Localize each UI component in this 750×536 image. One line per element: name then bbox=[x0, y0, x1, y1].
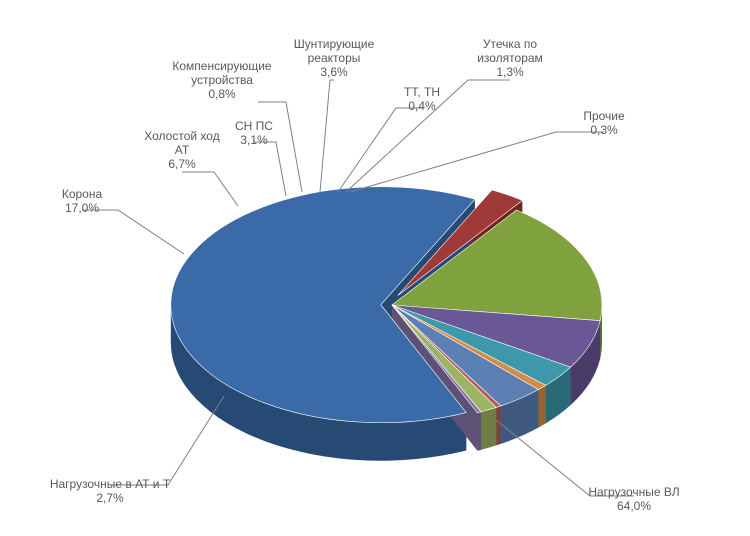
pie-label-line: Нагрузочные в АТ и Т bbox=[50, 477, 171, 491]
pie-label: Нагрузочные в АТ и Т2,7% bbox=[50, 477, 171, 505]
pie-label: Шунтирующиереакторы3,6% bbox=[294, 37, 375, 79]
pie-label-line: АТ bbox=[175, 143, 190, 157]
pie-label-line: устройства bbox=[191, 73, 253, 87]
pie-slice-rim bbox=[538, 385, 545, 427]
pie-label-line: 3,6% bbox=[320, 65, 348, 79]
pie-label-line: 6,7% bbox=[168, 157, 196, 171]
pie-label-line: Корона bbox=[62, 187, 103, 201]
pie-slice-rim bbox=[481, 407, 496, 449]
pie-label-line: Утечка по bbox=[483, 37, 538, 51]
pie-label: Корона17,0% bbox=[62, 187, 103, 215]
pie-label-line: изоляторам bbox=[477, 51, 543, 65]
pie-label-line: 1,3% bbox=[496, 65, 524, 79]
pie-label-line: Прочие bbox=[583, 109, 625, 123]
leader-line bbox=[82, 210, 184, 254]
leader-line bbox=[110, 396, 224, 485]
pie-label-line: 0,3% bbox=[590, 123, 618, 137]
pie-label-line: 2,7% bbox=[96, 491, 124, 505]
pie-slice-rim bbox=[477, 412, 481, 451]
leader-line bbox=[338, 108, 422, 192]
pie-label: Холостой ходАТ6,7% bbox=[144, 129, 219, 171]
pie-slice-rim bbox=[496, 406, 501, 446]
pie-label-line: СН ПС bbox=[235, 119, 273, 133]
pie-label-line: 0,4% bbox=[408, 99, 436, 113]
leader-line bbox=[320, 80, 334, 192]
pie-label-line: 0,8% bbox=[208, 87, 236, 101]
leader-line bbox=[182, 172, 238, 206]
pie-label: ТТ, ТН0,4% bbox=[404, 85, 440, 113]
pie-label-line: 17,0% bbox=[65, 201, 99, 215]
pie-label-line: ТТ, ТН bbox=[404, 85, 440, 99]
leader-line bbox=[254, 142, 286, 196]
pie-label-line: Нагрузочные ВЛ bbox=[588, 485, 679, 499]
pie-label: Нагрузочные ВЛ64,0% bbox=[588, 485, 679, 513]
pie-label-line: 3,1% bbox=[240, 133, 268, 147]
pie-label-line: 64,0% bbox=[617, 499, 651, 513]
pie-label-line: Холостой ход bbox=[144, 129, 219, 143]
pie-label: Компенсирующиеустройства0,8% bbox=[172, 59, 272, 101]
pie-label: СН ПС3,1% bbox=[235, 119, 273, 147]
pie-label-line: Шунтирующие bbox=[294, 37, 375, 51]
leader-line bbox=[258, 102, 302, 192]
pie-chart-3d: Нагрузочные ВЛ64,0% Нагрузочные в АТ и Т2… bbox=[0, 0, 750, 536]
pie-label-line: Компенсирующие bbox=[172, 59, 272, 73]
pie-label: Утечка поизоляторам1,3% bbox=[477, 37, 543, 79]
pie-label: Прочие0,3% bbox=[583, 109, 625, 137]
pie-label-line: реакторы bbox=[308, 51, 361, 65]
leader-line bbox=[350, 132, 604, 192]
